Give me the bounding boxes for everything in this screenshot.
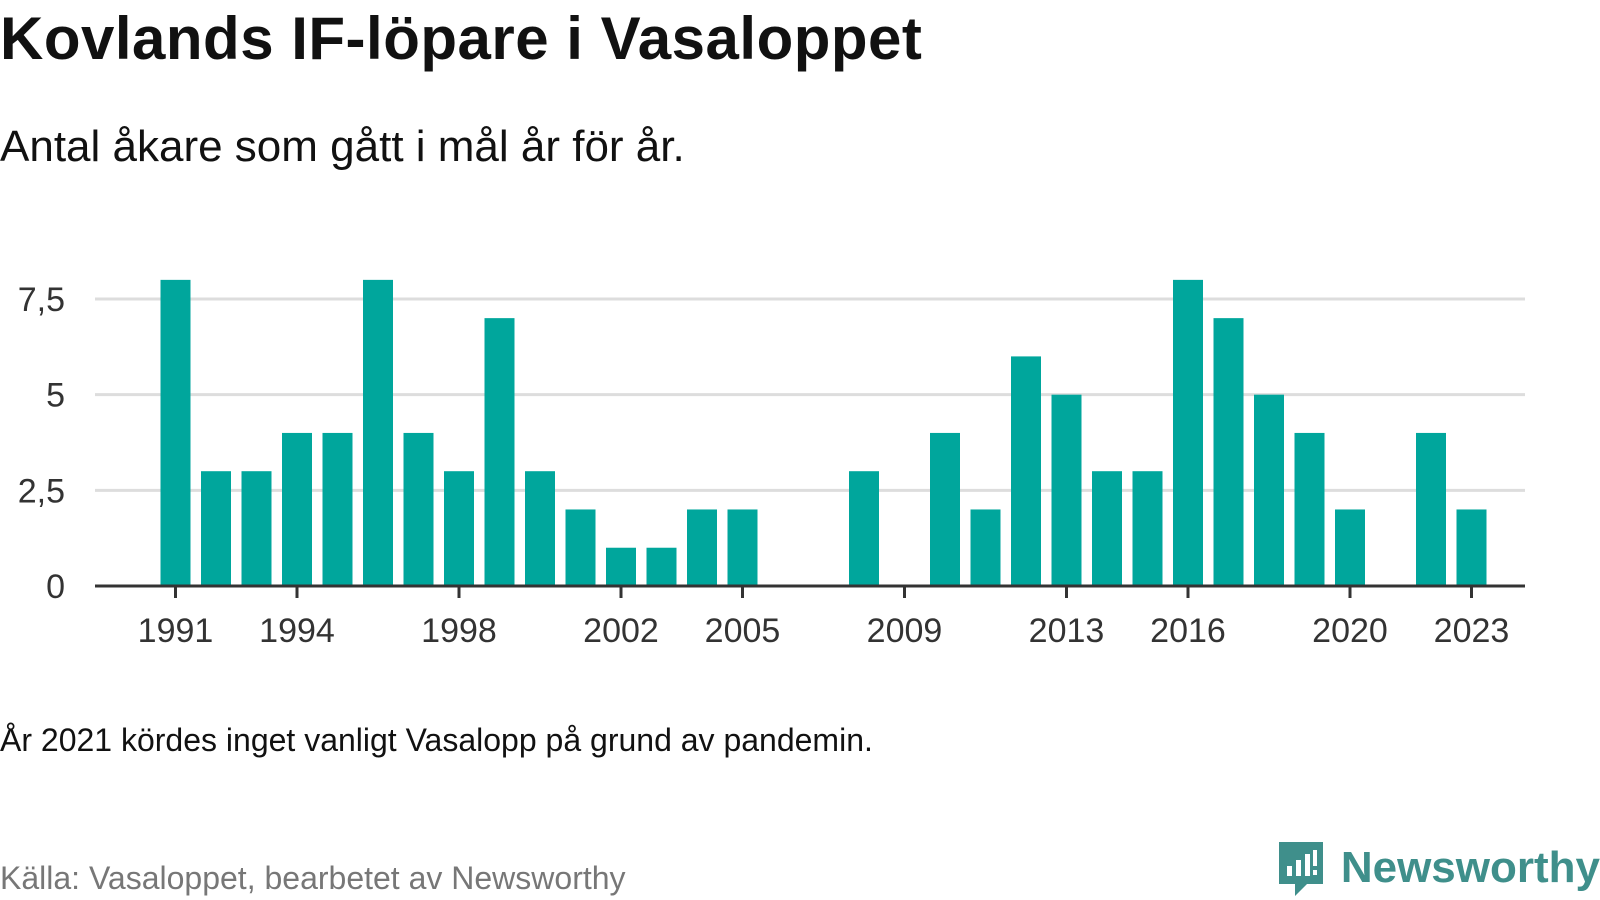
bar [687,509,717,586]
bar [1092,471,1122,586]
x-tick-label: 2023 [1434,612,1510,650]
bar [606,547,636,586]
bar [849,471,879,586]
bar [1335,509,1365,586]
bar [525,471,555,586]
bar [322,432,353,586]
bar [1254,394,1284,586]
bar [484,318,515,586]
bar [970,509,1001,586]
y-tick-label: 7,5 [18,281,65,319]
bars [160,279,1487,586]
bar [565,509,596,586]
bar [1011,356,1041,586]
footnote: År 2021 kördes inget vanligt Vasalopp på… [0,722,873,758]
x-tick-label: 2005 [705,612,781,650]
bar [1132,471,1163,586]
bar [282,432,312,586]
y-tick-label: 2,5 [18,472,65,510]
bar [1173,279,1203,586]
x-tick-labels: 1991 1994 1998 2002 2005 2009 2013 2016 2020 2023 [138,612,1510,650]
bar [930,432,960,586]
bar [1051,394,1082,586]
bar [1416,432,1446,586]
bar [444,471,474,586]
bar [1213,318,1244,586]
x-tick-label: 2020 [1312,612,1388,650]
brand-name: Newsworthy [1340,843,1600,892]
x-tick-label: 2009 [867,612,943,650]
y-tick-labels: 0 2,5 5 7,5 [18,281,65,606]
bar [201,471,231,586]
newsworthy-logo-icon [1278,842,1323,896]
bar [160,279,191,586]
bar [241,471,272,586]
brand-logo: Newsworthy [1275,838,1600,898]
chart-subtitle: Antal åkare som gått i mål år för år. [0,122,685,171]
bar [1294,432,1325,586]
bar [403,432,434,586]
bar-chart: 0 2,5 5 7,5 1991 1994 1998 2002 2005 2009 2013 201… [18,279,1525,650]
bar [363,279,393,586]
x-tick-label: 1998 [421,612,497,650]
x-tick-label: 2002 [583,612,659,650]
bar [727,509,758,586]
y-tick-label: 5 [46,377,65,415]
source-text: Källa: Vasaloppet, bearbetet av Newswort… [0,860,626,896]
chart-title: Kovlands IF-löpare i Vasaloppet [0,5,923,72]
x-tick-label: 2016 [1150,612,1226,650]
y-tick-label: 0 [46,568,65,606]
x-tick-label: 1991 [138,612,214,650]
bar [1456,509,1487,586]
x-tick-label: 1994 [259,612,335,650]
bar [646,547,677,586]
x-tick-label: 2013 [1029,612,1105,650]
x-axis [95,584,1525,598]
